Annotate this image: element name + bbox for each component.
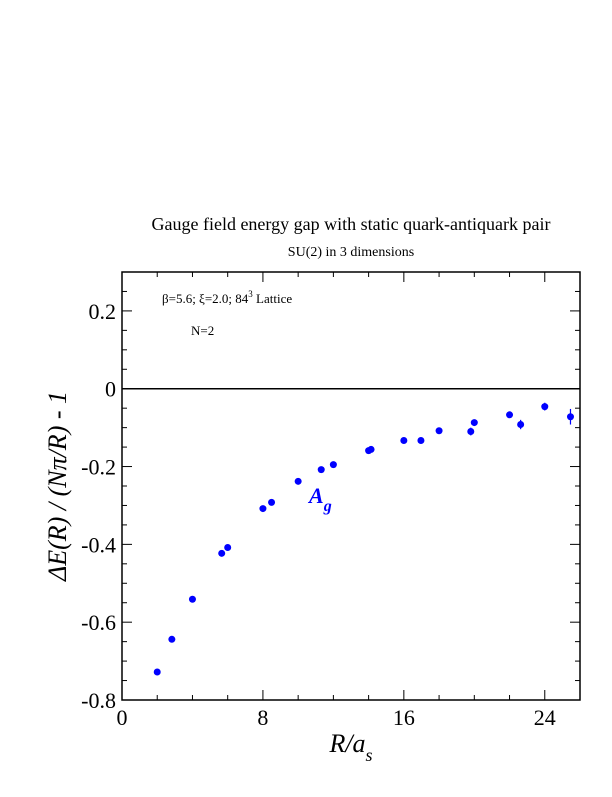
data-point [218, 549, 226, 557]
y-tick-label: 0.2 [89, 299, 117, 324]
chart-subtitle: SU(2) in 3 dimensions [288, 245, 414, 260]
y-tick-label: -0.2 [81, 455, 116, 480]
data-point [400, 436, 408, 444]
y-axis-label: ΔE(R) / (Nπ/R) - 1 [43, 391, 72, 582]
data-point [188, 595, 196, 603]
lattice-text: β=5.6; ξ=2.0; 84 [162, 291, 249, 306]
data-point [367, 445, 375, 453]
x-tick-label: 16 [393, 705, 415, 730]
data-point [329, 461, 337, 469]
data-point [435, 427, 443, 435]
x-axis-label: R/as [328, 729, 372, 765]
data-point [470, 419, 478, 427]
data-point [541, 403, 549, 411]
data-point [224, 543, 232, 551]
series-label: Ag [307, 483, 332, 515]
y-tick-label: -0.6 [81, 610, 116, 635]
data-point [153, 668, 161, 676]
data-point [294, 477, 302, 485]
y-tick-label: -0.4 [81, 532, 116, 557]
series-label-subscript: g [323, 498, 332, 515]
series-label-main: A [307, 483, 324, 508]
lattice-annotation: β=5.6; ξ=2.0; 843 Lattice [162, 289, 292, 306]
data-point [268, 498, 276, 506]
x-tick-label: 0 [117, 705, 128, 730]
lattice-suffix: Lattice [253, 291, 293, 306]
data-point [168, 635, 176, 643]
data-point [317, 466, 325, 474]
n-annotation: N=2 [191, 323, 214, 338]
data-point [467, 428, 475, 436]
data-point [417, 436, 425, 444]
data-point [259, 505, 267, 513]
x-label-main: R/a [328, 729, 365, 758]
lattice-superscript: 3 [248, 289, 253, 299]
chart-title: Gauge field energy gap with static quark… [151, 214, 550, 234]
x-tick-label: 24 [534, 705, 556, 730]
y-tick-label: 0 [105, 377, 116, 402]
y-tick-label: -0.8 [81, 688, 116, 713]
x-label-subscript: s [366, 745, 373, 765]
x-tick-label: 8 [257, 705, 268, 730]
data-point [517, 421, 525, 429]
data-point [506, 411, 514, 419]
data-point [566, 413, 574, 421]
